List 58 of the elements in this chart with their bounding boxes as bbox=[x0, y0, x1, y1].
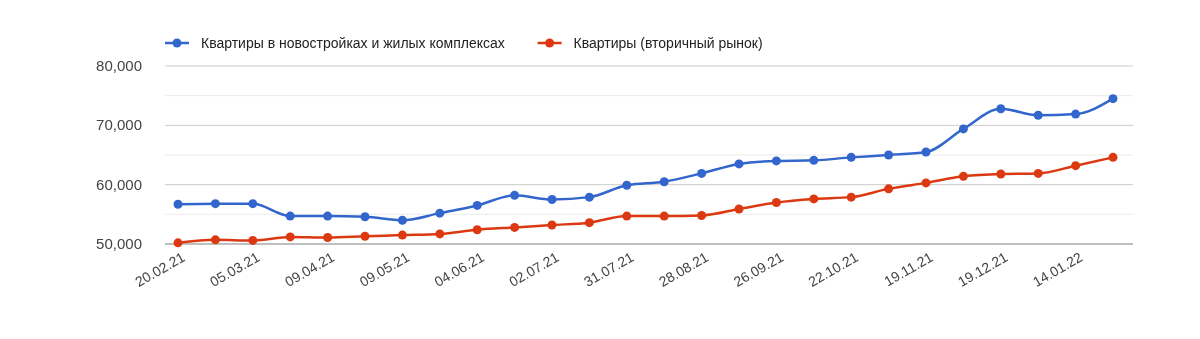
point bbox=[210, 199, 220, 209]
point bbox=[435, 208, 445, 218]
legend-label: Квартиры в новостройках и жилых комплексах bbox=[201, 35, 505, 51]
point bbox=[884, 150, 894, 160]
point bbox=[323, 211, 333, 221]
point bbox=[1033, 110, 1043, 120]
point bbox=[996, 104, 1006, 114]
point bbox=[622, 211, 632, 221]
point bbox=[584, 218, 594, 228]
y-tick-label: 60,000 bbox=[96, 175, 142, 193]
point bbox=[1033, 168, 1043, 178]
point bbox=[285, 211, 295, 221]
point bbox=[472, 200, 482, 210]
point bbox=[809, 155, 819, 165]
point bbox=[248, 199, 258, 209]
point bbox=[510, 222, 520, 232]
y-tick-label: 50,000 bbox=[96, 235, 142, 252]
point bbox=[734, 159, 744, 169]
point bbox=[921, 178, 931, 188]
point bbox=[1108, 94, 1118, 104]
point bbox=[323, 232, 333, 242]
point bbox=[1071, 109, 1081, 119]
y-tick-label: 80,000 bbox=[96, 57, 142, 74]
point bbox=[397, 230, 407, 240]
point bbox=[771, 197, 781, 207]
point bbox=[472, 225, 482, 235]
point bbox=[697, 168, 707, 178]
point bbox=[173, 238, 183, 248]
point bbox=[584, 192, 594, 202]
point bbox=[1108, 152, 1118, 162]
point bbox=[547, 195, 557, 204]
point bbox=[285, 232, 295, 242]
point bbox=[435, 229, 445, 239]
point bbox=[734, 204, 744, 214]
point bbox=[846, 152, 856, 162]
point bbox=[173, 199, 183, 209]
point bbox=[622, 180, 632, 190]
point bbox=[996, 169, 1006, 179]
point bbox=[659, 211, 669, 221]
point bbox=[248, 235, 258, 245]
point bbox=[360, 231, 370, 241]
point bbox=[210, 235, 220, 245]
point bbox=[397, 215, 407, 225]
point bbox=[697, 211, 707, 221]
y-tick-label: 70,000 bbox=[96, 116, 142, 134]
point bbox=[921, 147, 931, 157]
point bbox=[958, 171, 968, 181]
point bbox=[360, 212, 370, 222]
point bbox=[1071, 161, 1081, 171]
point bbox=[659, 177, 669, 187]
point bbox=[884, 184, 894, 194]
point bbox=[846, 192, 856, 202]
point bbox=[547, 220, 557, 230]
point bbox=[510, 190, 520, 200]
point bbox=[809, 194, 819, 204]
point bbox=[771, 156, 781, 166]
point bbox=[958, 124, 968, 134]
legend-label: Квартиры (вторичный рынок) bbox=[573, 35, 763, 51]
